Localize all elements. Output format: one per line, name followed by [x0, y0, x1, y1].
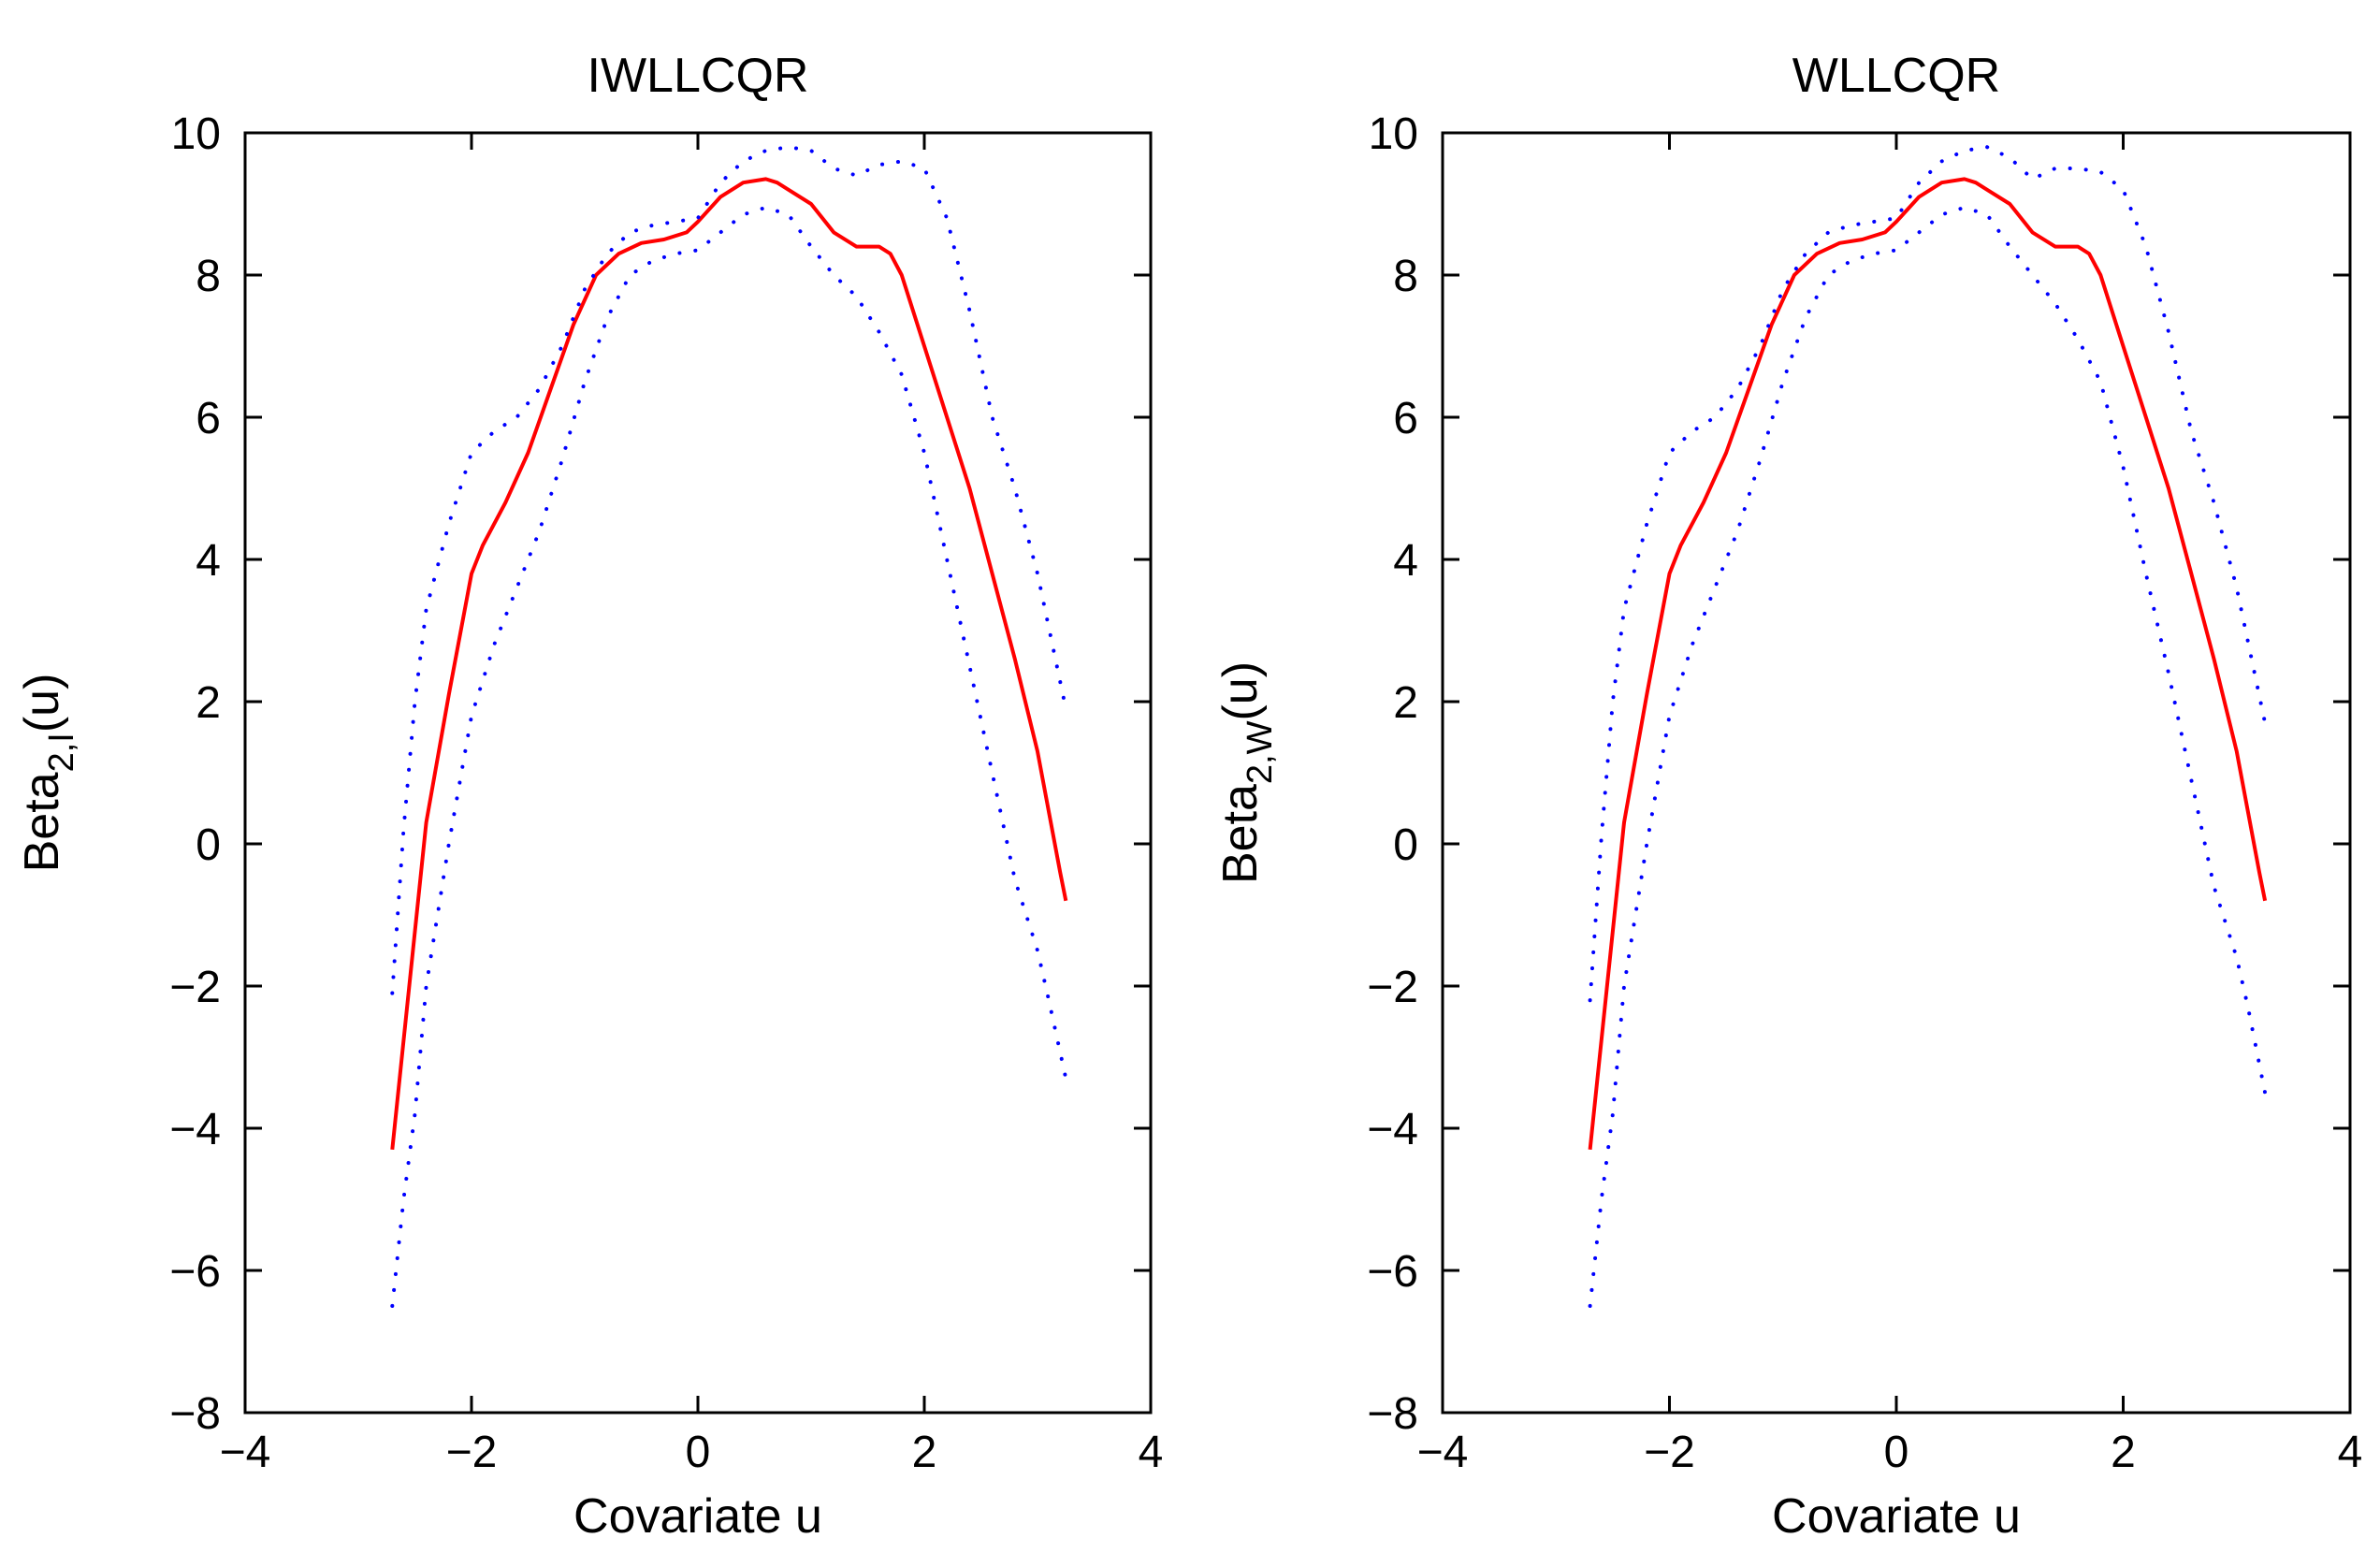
y-tick-label: 10	[1369, 109, 1418, 159]
y-tick-label: 2	[196, 678, 221, 728]
series-lower-band-line	[390, 205, 1068, 1308]
plot-frame	[243, 131, 1153, 1415]
y-axis-label-subscript: 2,W	[1241, 720, 1280, 784]
chart-title: WLLCQR	[1792, 49, 2000, 103]
y-tick-label: −8	[169, 1389, 221, 1439]
y-axis-label-main: Beta	[1213, 784, 1268, 884]
y-axis-label: Beta2,I(u)	[15, 674, 81, 873]
y-tick-label: 8	[1393, 252, 1418, 301]
y-tick-label: −8	[1367, 1389, 1418, 1439]
series-upper-band-line	[1588, 145, 2268, 1003]
x-tick-label: −2	[446, 1428, 498, 1477]
chart-iwllcqr: −4 −2 0 2 4 −8 −6 −4 −2 0 2 4 6 8 10 IWLLCQR Covariate u…	[15, 49, 1163, 1544]
y-tick-label: −6	[1367, 1247, 1418, 1297]
y-axis-label-suffix: (u)	[15, 674, 69, 733]
y-axis-label-suffix: (u)	[1213, 661, 1268, 721]
y-tick-label: 6	[1393, 394, 1418, 443]
y-tick-label: 10	[171, 109, 221, 159]
y-tick-label: 0	[1393, 820, 1418, 870]
series-estimate-line	[1588, 177, 2268, 1151]
series-lower-band-line	[1588, 205, 2268, 1308]
y-tick-label: 2	[1393, 678, 1418, 728]
y-tick-label: −2	[169, 963, 221, 1012]
x-axis-label: Covariate u	[1772, 1489, 2021, 1544]
y-axis-label: Beta2,W(u)	[1213, 661, 1280, 884]
x-tick-label: 0	[1884, 1428, 1909, 1477]
y-tick-label: −4	[169, 1105, 221, 1154]
x-tick-label: 2	[2111, 1428, 2136, 1477]
y-tick-label: 0	[196, 820, 221, 870]
series-estimate-line	[390, 177, 1068, 1151]
y-tick-label: 4	[196, 536, 221, 586]
x-tick-label: 4	[1139, 1428, 1164, 1477]
chart-title: IWLLCQR	[588, 49, 809, 103]
x-tick-label: −2	[1644, 1428, 1695, 1477]
y-tick-label: 6	[196, 394, 221, 443]
x-tick-label: 2	[912, 1428, 937, 1477]
series-upper-band-line	[390, 145, 1068, 995]
x-axis-label: Covariate u	[573, 1489, 822, 1544]
y-tick-label: 8	[196, 252, 221, 301]
y-tick-label: −6	[169, 1247, 221, 1297]
y-tick-label: 4	[1393, 536, 1418, 586]
chart-wllcqr: −4 −2 0 2 4 −8 −6 −4 −2 0 2 4 6 8 10 WLLCQR Covariate u B…	[1213, 49, 2362, 1544]
y-axis-label-main: Beta	[15, 772, 69, 872]
x-tick-label: −4	[1417, 1428, 1469, 1477]
y-tick-label: −4	[1367, 1105, 1418, 1154]
plot-frame	[1441, 131, 2352, 1415]
x-tick-label: 0	[686, 1428, 711, 1477]
y-axis-label-subscript: 2,I	[42, 733, 81, 772]
x-tick-label: 4	[2338, 1428, 2363, 1477]
x-tick-label: −4	[220, 1428, 271, 1477]
y-tick-label: −2	[1367, 963, 1418, 1012]
